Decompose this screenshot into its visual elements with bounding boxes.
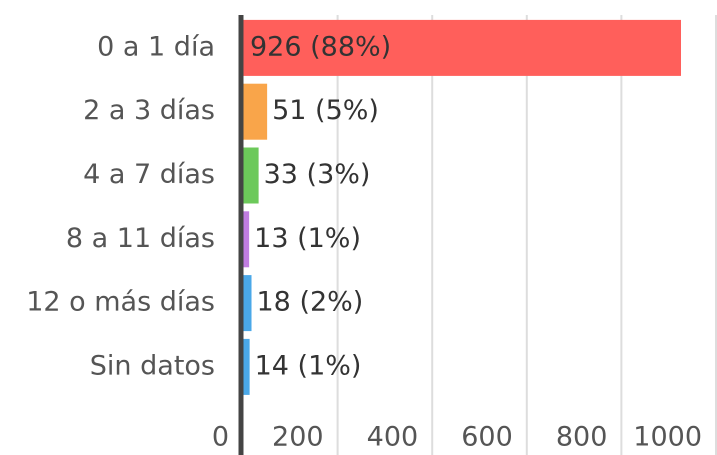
category-label: 4 a 7 días bbox=[83, 159, 215, 190]
category-label: 0 a 1 día bbox=[97, 31, 215, 62]
x-tick-label: 400 bbox=[367, 422, 419, 453]
value-label: 18 (2%) bbox=[257, 287, 364, 318]
value-label: 14 (1%) bbox=[255, 350, 362, 381]
bar bbox=[243, 19, 681, 76]
value-label: 33 (3%) bbox=[264, 159, 371, 190]
bar bbox=[243, 211, 250, 268]
category-label: 2 a 3 días bbox=[83, 95, 215, 126]
x-tick-label: 200 bbox=[272, 422, 324, 453]
category-label: Sin datos bbox=[90, 350, 215, 381]
bar bbox=[243, 147, 259, 204]
category-label: 12 o más días bbox=[26, 287, 215, 318]
category-label: 8 a 11 días bbox=[66, 223, 215, 254]
x-tick-label: 800 bbox=[556, 422, 608, 453]
bar bbox=[243, 275, 252, 332]
value-label: 51 (5%) bbox=[272, 95, 379, 126]
bar bbox=[243, 83, 268, 140]
value-label: 926 (88%) bbox=[250, 31, 391, 62]
value-label: 13 (1%) bbox=[254, 223, 361, 254]
x-tick-label: 600 bbox=[461, 422, 513, 453]
bar bbox=[243, 338, 250, 395]
x-tick-label: 1000 bbox=[633, 422, 702, 453]
x-tick-label: 0 bbox=[212, 422, 229, 453]
